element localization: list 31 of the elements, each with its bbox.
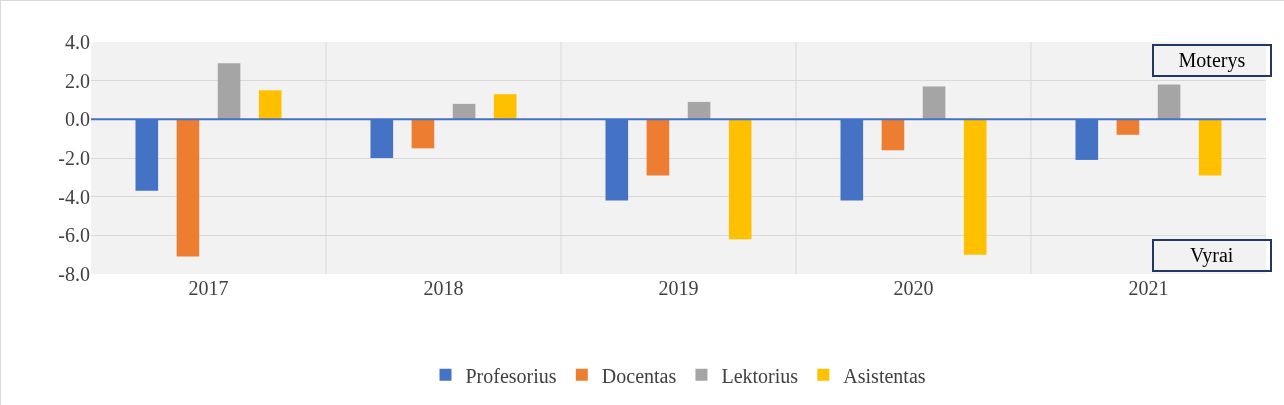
y-tick-label: -6.0	[58, 224, 90, 247]
bar	[176, 119, 200, 257]
y-tick-label: 0.0	[65, 108, 90, 131]
legend-label: Profesorius	[465, 364, 557, 387]
y-tick-label: -4.0	[58, 185, 90, 208]
bar	[1198, 119, 1222, 176]
legend-label: Asistentas	[843, 364, 926, 387]
bar	[258, 90, 282, 120]
x-tick-label: 2017	[188, 277, 229, 299]
annotation: Moterys	[1178, 49, 1246, 72]
legend-label: Lektorius	[721, 364, 799, 387]
x-tick-label: 2019	[658, 277, 699, 299]
bar	[1116, 119, 1140, 135]
bar	[963, 119, 987, 255]
x-tick-label: 2020	[893, 277, 934, 299]
y-tick-label: -8.0	[58, 263, 90, 285]
bar	[493, 94, 517, 120]
x-tick-label: 2021	[1128, 277, 1169, 299]
bar	[1157, 84, 1181, 120]
bar	[881, 119, 905, 151]
bar	[411, 119, 435, 149]
x-tick-label: 2018	[423, 277, 464, 299]
y-tick-label: -2.0	[58, 147, 90, 169]
bar	[217, 63, 241, 120]
legend-label: Docentas	[601, 364, 677, 387]
annotation: Vyrai	[1190, 244, 1234, 267]
y-tick-label: 2.0	[65, 69, 90, 92]
y-tick-label: 4.0	[65, 31, 90, 53]
bar	[646, 119, 670, 176]
bar	[728, 119, 752, 240]
bar	[922, 86, 946, 120]
